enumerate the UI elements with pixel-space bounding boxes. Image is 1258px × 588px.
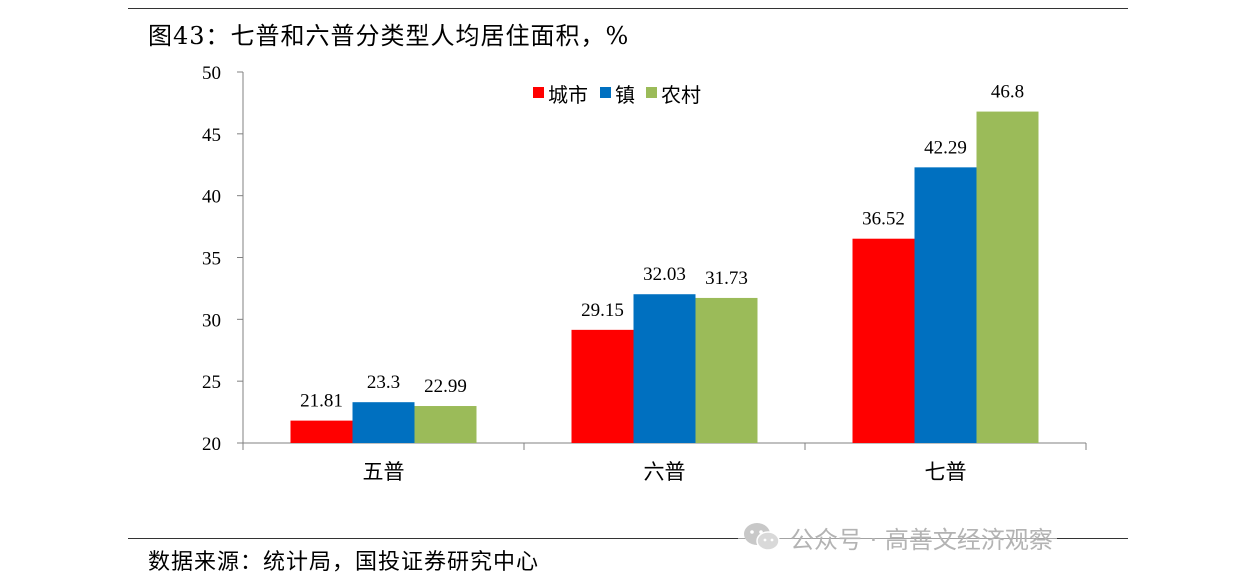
- watermark: 公众号 · 高善文经济观察: [738, 520, 1057, 554]
- watermark-text: 公众号 · 高善文经济观察: [790, 525, 1053, 554]
- bar-镇-七普: [914, 167, 977, 444]
- legend-label: 镇: [615, 83, 635, 107]
- data-label: 23.3: [367, 372, 400, 393]
- x-category-label: 七普: [925, 460, 967, 484]
- data-label: 36.52: [862, 209, 905, 230]
- y-tick-label: 35: [202, 249, 221, 270]
- figure-title: 图43：七普和六普分类型人均居住面积，%: [148, 22, 630, 50]
- y-tick-label: 30: [202, 310, 221, 331]
- bar-城市-六普: [571, 329, 634, 443]
- y-tick-label: 50: [202, 63, 221, 84]
- top-rule: [128, 8, 1128, 9]
- y-tick-label: 25: [202, 372, 221, 393]
- legend-swatch: [600, 87, 611, 98]
- data-label: 32.03: [643, 264, 686, 285]
- wechat-icon: [744, 523, 780, 551]
- y-tick-label: 20: [202, 434, 221, 455]
- data-label: 31.73: [705, 268, 748, 289]
- legend-swatch: [533, 87, 544, 98]
- data-label: 21.81: [300, 391, 343, 412]
- legend-swatch: [646, 87, 657, 98]
- y-tick-label: 45: [202, 125, 221, 146]
- bar-农村-七普: [976, 111, 1039, 443]
- data-label: 42.29: [924, 137, 967, 158]
- bar-农村-五普: [414, 406, 477, 443]
- bottom-rule: [128, 538, 1128, 539]
- legend-label: 农村: [661, 83, 701, 107]
- source-note: 数据来源：统计局，国投证券研究中心: [148, 550, 540, 575]
- bar-城市-五普: [290, 420, 353, 443]
- bar-城市-七普: [852, 238, 915, 443]
- legend-label: 城市: [548, 83, 588, 107]
- data-label: 46.8: [991, 82, 1024, 103]
- bar-农村-六普: [695, 297, 758, 443]
- y-tick-label: 40: [202, 187, 221, 208]
- data-label: 29.15: [581, 300, 624, 321]
- data-label: 22.99: [424, 376, 467, 397]
- bar-镇-六普: [633, 294, 696, 443]
- bar-chart: 20 25 30 35 40 45 50 21.81 23.3 22.99 五普 29.15 32.03…: [202, 63, 1087, 484]
- x-category-label: 五普: [363, 460, 405, 484]
- x-category-label: 六普: [644, 460, 686, 484]
- bar-镇-五普: [352, 402, 415, 443]
